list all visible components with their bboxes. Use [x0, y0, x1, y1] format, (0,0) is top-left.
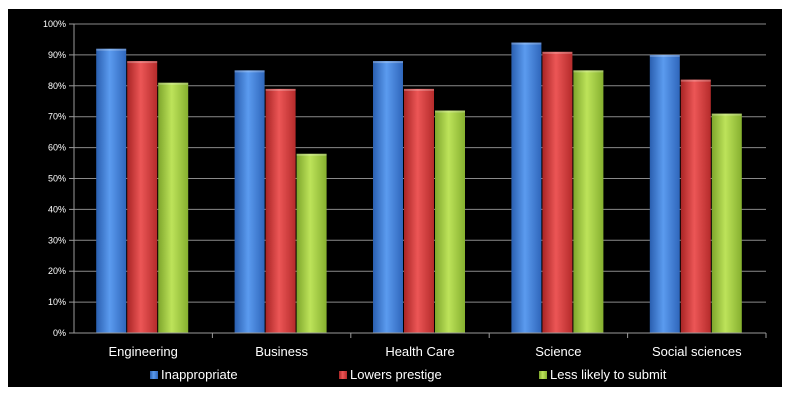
legend-swatch	[539, 371, 547, 379]
bar-lowers-prestige-business	[265, 88, 296, 333]
bar-highlight	[96, 48, 127, 51]
legend-swatch	[150, 371, 158, 379]
bar-highlight	[711, 113, 742, 116]
bar-highlight	[265, 88, 296, 91]
bar-inappropriate-business	[234, 70, 265, 333]
bar-highlight	[234, 70, 265, 73]
bars	[96, 42, 742, 334]
bar-highlight	[127, 61, 158, 64]
legend-swatch	[339, 371, 347, 379]
bar-inappropriate-engineering	[96, 48, 127, 333]
y-tick-label: 0%	[53, 328, 66, 338]
bar-highlight	[404, 88, 434, 91]
x-tick-label: Business	[255, 344, 308, 359]
chart-frame: 0% 10% 20% 30% 40% 50% 60% 70% 80% 90% 100% Enginee…	[8, 9, 782, 387]
y-tick-label: 10%	[48, 297, 66, 307]
y-tick-label: 90%	[48, 50, 66, 60]
bar-lowers-prestige-engineering	[127, 61, 158, 334]
legend-label: Less likely to submit	[550, 367, 667, 382]
y-tick-label: 20%	[48, 266, 66, 276]
bar-less-likely-to-submit-science	[573, 70, 604, 333]
y-tick-label: 60%	[48, 143, 66, 153]
bar-highlight	[373, 61, 403, 64]
y-tick-label: 50%	[48, 174, 66, 184]
y-tick-label: 100%	[43, 19, 66, 29]
bar-highlight	[296, 153, 327, 156]
x-tick-label: Health Care	[385, 344, 454, 359]
y-tick-label: 30%	[48, 235, 66, 245]
legend-label: Inappropriate	[161, 367, 238, 382]
bar-highlight	[435, 110, 465, 113]
bar-less-likely-to-submit-business	[296, 153, 327, 333]
bar-lowers-prestige-health-care	[404, 88, 434, 333]
bar-less-likely-to-submit-engineering	[158, 82, 189, 334]
bar-highlight	[680, 79, 711, 82]
y-tick-label: 40%	[48, 204, 66, 214]
x-tick-label: Social sciences	[652, 344, 742, 359]
y-tick-label: 80%	[48, 81, 66, 91]
x-tick-label: Science	[535, 344, 581, 359]
bar-inappropriate-health-care	[373, 61, 403, 334]
bar-lowers-prestige-science	[542, 51, 573, 334]
bar-less-likely-to-submit-social-sciences	[711, 113, 742, 333]
axes: 0% 10% 20% 30% 40% 50% 60% 70% 80% 90% 100% Enginee…	[43, 19, 767, 359]
legend: Inappropriate Lowers prestige Less likely …	[150, 367, 667, 382]
bar-highlight	[511, 42, 542, 45]
bar-highlight	[649, 54, 680, 57]
bar-less-likely-to-submit-health-care	[435, 110, 465, 334]
legend-label: Lowers prestige	[350, 367, 442, 382]
bar-highlight	[158, 82, 189, 85]
y-tick-label: 70%	[48, 112, 66, 122]
bar-highlight	[542, 51, 573, 54]
bar-inappropriate-social-sciences	[649, 54, 680, 334]
bar-highlight	[573, 70, 604, 73]
bar-lowers-prestige-social-sciences	[680, 79, 711, 334]
x-tick-label: Engineering	[109, 344, 178, 359]
bar-chart: 0% 10% 20% 30% 40% 50% 60% 70% 80% 90% 100% Enginee…	[43, 19, 767, 382]
bar-inappropriate-science	[511, 42, 542, 333]
